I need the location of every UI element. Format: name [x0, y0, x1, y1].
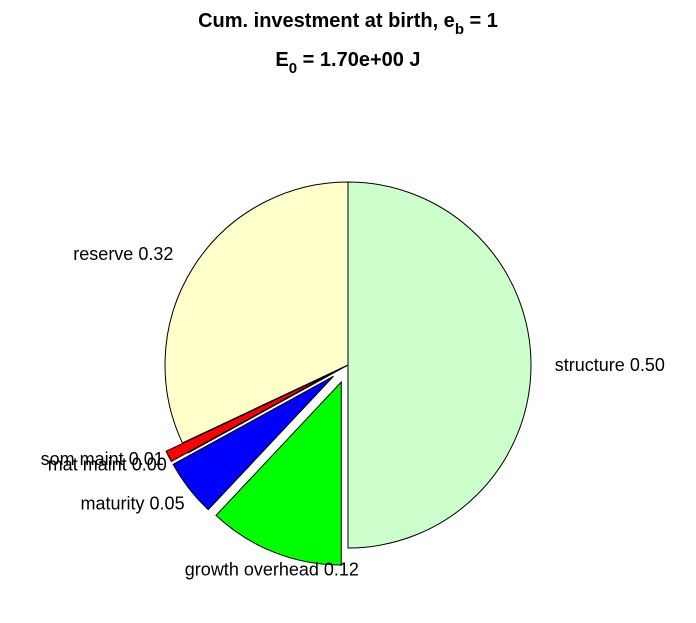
slice-label: reserve 0.32	[73, 244, 173, 264]
slice-label: mat maint 0.00	[48, 455, 167, 475]
slice-label: maturity 0.05	[81, 494, 185, 514]
slice-value: 0.50	[630, 355, 665, 375]
slice-name: growth overhead	[185, 559, 319, 579]
slice-value: 0.01	[129, 449, 164, 469]
title-text: Cum. investment at birth, e	[198, 10, 455, 32]
pie-slice	[172, 375, 334, 511]
pie-slice	[215, 380, 342, 566]
subtitle-text: E	[275, 49, 288, 71]
slice-label: structure 0.50	[555, 355, 665, 375]
slice-label: growth overhead 0.12	[185, 559, 359, 579]
slice-name: som maint	[41, 449, 124, 469]
slice-name: mat maint	[48, 455, 127, 475]
pie-slice	[164, 181, 349, 444]
slice-name: structure	[555, 355, 625, 375]
slice-value: 0.05	[150, 494, 185, 514]
slice-name: reserve	[73, 244, 133, 264]
slice-name: maturity	[81, 494, 145, 514]
slice-value: 0.12	[324, 559, 359, 579]
pie-slice	[347, 181, 532, 549]
pie-slice	[187, 364, 349, 454]
slice-value: 0.32	[138, 244, 173, 264]
subtitle-tail: = 1.70e+00 J	[297, 49, 420, 71]
chart-subtitle: E0 = 1.70e+00 J	[275, 49, 420, 77]
chart-title: Cum. investment at birth, eb = 1	[198, 10, 498, 38]
slice-value: 0.00	[132, 455, 167, 475]
slice-label: som maint 0.01	[41, 449, 164, 469]
pie-slice	[165, 372, 332, 463]
title-tail: = 1	[464, 10, 498, 32]
title-sub: b	[455, 21, 464, 38]
subtitle-sub: 0	[289, 60, 297, 77]
